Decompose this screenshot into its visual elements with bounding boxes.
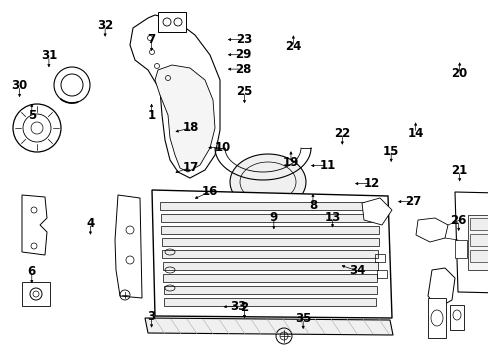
Text: 4: 4 bbox=[86, 217, 94, 230]
Text: 11: 11 bbox=[319, 159, 335, 172]
Text: 6: 6 bbox=[28, 265, 36, 278]
Bar bbox=[163, 286, 376, 294]
Bar bbox=[374, 254, 384, 262]
Text: 25: 25 bbox=[236, 85, 252, 98]
Text: 33: 33 bbox=[230, 300, 246, 313]
Text: 32: 32 bbox=[97, 19, 113, 32]
Text: 18: 18 bbox=[182, 121, 199, 134]
Polygon shape bbox=[152, 190, 391, 318]
Bar bbox=[454, 240, 466, 258]
Bar bbox=[469, 218, 488, 230]
Text: 23: 23 bbox=[236, 33, 252, 46]
Text: 28: 28 bbox=[234, 63, 251, 76]
Bar bbox=[22, 282, 50, 306]
Bar bbox=[161, 238, 378, 246]
Text: 14: 14 bbox=[407, 127, 423, 140]
Text: 10: 10 bbox=[214, 141, 230, 154]
Bar bbox=[162, 250, 377, 258]
Text: 21: 21 bbox=[450, 165, 467, 177]
Polygon shape bbox=[22, 195, 47, 255]
Bar bbox=[376, 270, 386, 278]
Polygon shape bbox=[229, 154, 305, 210]
Text: 30: 30 bbox=[11, 79, 28, 92]
Bar bbox=[162, 262, 377, 270]
Text: 9: 9 bbox=[269, 211, 277, 224]
Polygon shape bbox=[155, 65, 215, 172]
Text: 5: 5 bbox=[28, 109, 36, 122]
Bar bbox=[469, 250, 488, 262]
Text: 12: 12 bbox=[363, 177, 379, 190]
Text: 31: 31 bbox=[41, 49, 57, 62]
Text: 8: 8 bbox=[308, 199, 316, 212]
Bar bbox=[160, 214, 379, 222]
Bar bbox=[427, 298, 445, 338]
Polygon shape bbox=[454, 192, 488, 295]
Polygon shape bbox=[427, 268, 454, 308]
Text: 34: 34 bbox=[348, 264, 365, 277]
Bar bbox=[449, 305, 463, 330]
Polygon shape bbox=[415, 218, 447, 242]
Bar bbox=[469, 234, 488, 246]
Text: 2: 2 bbox=[240, 301, 248, 314]
Text: 27: 27 bbox=[404, 195, 421, 208]
Text: 1: 1 bbox=[147, 109, 155, 122]
Bar bbox=[161, 226, 378, 234]
Bar bbox=[160, 202, 379, 210]
Text: 26: 26 bbox=[449, 214, 466, 227]
Bar bbox=[163, 274, 376, 282]
Polygon shape bbox=[361, 198, 391, 225]
Text: 17: 17 bbox=[182, 161, 199, 174]
Text: 13: 13 bbox=[324, 211, 340, 224]
Text: 22: 22 bbox=[333, 127, 350, 140]
Bar bbox=[163, 298, 375, 306]
Text: 3: 3 bbox=[147, 310, 155, 323]
Text: 20: 20 bbox=[450, 67, 467, 80]
Text: 16: 16 bbox=[202, 185, 218, 198]
Polygon shape bbox=[115, 195, 142, 298]
Text: 7: 7 bbox=[147, 33, 155, 46]
Bar bbox=[158, 12, 185, 32]
Text: 29: 29 bbox=[234, 48, 251, 61]
Text: 24: 24 bbox=[285, 40, 301, 53]
Text: 19: 19 bbox=[282, 156, 299, 169]
Text: 35: 35 bbox=[294, 312, 311, 325]
Polygon shape bbox=[145, 318, 392, 335]
Bar bbox=[467, 215, 488, 270]
Polygon shape bbox=[130, 15, 220, 178]
Text: 15: 15 bbox=[382, 145, 399, 158]
